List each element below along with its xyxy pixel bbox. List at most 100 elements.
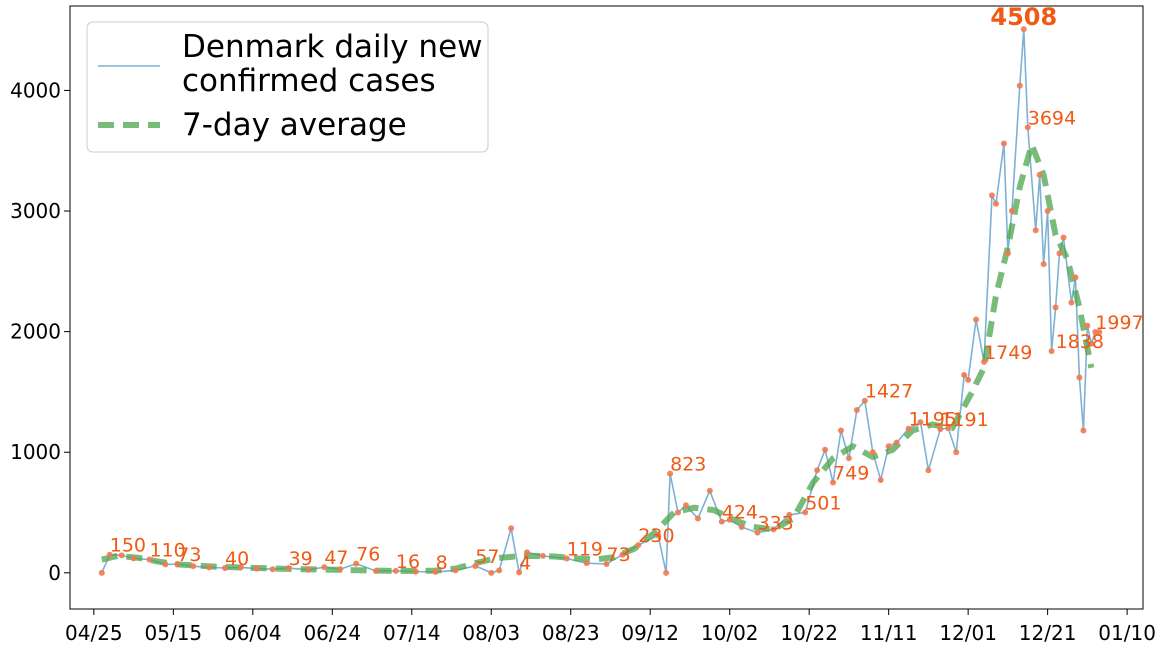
daily-data-point	[583, 560, 590, 567]
data-label: 3694	[1028, 107, 1076, 129]
data-label: 501	[805, 492, 841, 514]
data-label: 150	[110, 535, 146, 557]
data-label: 1997	[1095, 312, 1143, 334]
daily-data-point	[206, 564, 213, 571]
data-label: 47	[324, 547, 348, 569]
daily-data-point	[1000, 140, 1007, 147]
data-label: 57	[475, 546, 499, 568]
x-tick-label: 04/25	[65, 621, 123, 645]
daily-data-point	[412, 568, 419, 575]
daily-data-point	[718, 518, 725, 525]
data-label: 73	[177, 544, 201, 566]
x-tick-label: 06/04	[224, 621, 282, 645]
daily-data-point	[118, 552, 125, 559]
daily-data-point	[965, 376, 972, 383]
data-label: 1191	[940, 409, 988, 431]
daily-data-point	[877, 476, 884, 483]
daily-data-point	[992, 200, 999, 207]
data-label: 16	[396, 551, 420, 573]
data-label: 1749	[984, 342, 1032, 364]
y-tick-label: 4000	[10, 78, 61, 102]
daily-data-point	[146, 556, 153, 563]
daily-data-point	[738, 523, 745, 530]
x-tick-label: 07/14	[383, 621, 441, 645]
x-tick-label: 09/12	[621, 621, 679, 645]
daily-data-point	[563, 555, 570, 562]
daily-data-point	[885, 443, 892, 450]
daily-data-point	[321, 564, 328, 571]
y-tick-label: 1000	[10, 440, 61, 464]
daily-data-point	[221, 564, 228, 571]
daily-data-point	[1044, 208, 1051, 215]
daily-data-point	[1084, 322, 1091, 329]
x-tick-label: 10/02	[701, 621, 759, 645]
daily-data-point	[496, 567, 503, 574]
x-tick-label: 08/23	[542, 621, 600, 645]
daily-data-point	[953, 449, 960, 456]
x-tick-label: 12/01	[939, 621, 997, 645]
daily-data-point	[663, 569, 670, 576]
daily-data-point	[1020, 26, 1027, 33]
daily-data-point	[754, 529, 761, 536]
y-tick-label: 0	[48, 561, 61, 585]
daily-data-point	[822, 446, 829, 453]
daily-data-point	[1056, 250, 1063, 257]
y-tick-label: 2000	[10, 320, 61, 344]
daily-data-point	[253, 565, 260, 572]
data-label: 1427	[865, 381, 913, 403]
daily-data-point	[174, 561, 181, 568]
daily-data-point	[190, 563, 197, 570]
daily-data-point	[802, 509, 809, 516]
daily-data-point	[373, 568, 380, 575]
data-label: 823	[670, 454, 706, 476]
data-label: 76	[356, 544, 380, 566]
daily-data-point	[917, 419, 924, 426]
daily-data-point	[516, 569, 523, 576]
plot-area-frame	[69, 5, 1144, 610]
daily-data-point	[675, 509, 682, 516]
daily-data-point	[893, 439, 900, 446]
seven-day-average-line	[101, 141, 1095, 574]
daily-data-point	[861, 397, 868, 404]
daily-data-point	[830, 479, 837, 486]
daily-data-point	[837, 427, 844, 434]
daily-data-point	[524, 549, 531, 556]
daily-data-point	[814, 467, 821, 474]
daily-data-point	[635, 542, 642, 549]
daily-data-point	[1008, 208, 1015, 215]
daily-data-point	[432, 568, 439, 575]
daily-data-point	[237, 564, 244, 571]
daily-data-point	[905, 425, 912, 432]
x-tick-label: 08/03	[462, 621, 520, 645]
daily-data-point	[1088, 340, 1095, 347]
daily-data-point	[925, 467, 932, 474]
series-layer	[101, 29, 1100, 576]
x-tick-label: 06/24	[303, 621, 361, 645]
daily-data-point	[106, 551, 113, 558]
y-tick-label: 3000	[10, 199, 61, 223]
data-label: 1838	[1056, 331, 1104, 353]
x-tick-label: 01/10	[1098, 621, 1156, 645]
data-label: 40	[225, 548, 249, 570]
daily-data-point	[1068, 299, 1075, 306]
data-label: 749	[833, 462, 869, 484]
daily-data-point	[1024, 124, 1031, 131]
daily-data-point	[853, 407, 860, 414]
daily-data-point	[1052, 304, 1059, 311]
daily-data-point	[488, 569, 495, 576]
legend-box	[86, 21, 489, 153]
daily-data-point	[726, 516, 733, 523]
daily-data-point	[472, 562, 479, 569]
x-axis: 04/25 05/15 06/04 06/24 07/14 08/03 08/23 09/12…	[65, 609, 1156, 645]
daily-data-point	[337, 566, 344, 573]
daily-data-point	[945, 425, 952, 432]
daily-data-point	[285, 565, 292, 572]
daily-data-point	[706, 487, 713, 494]
daily-data-point	[452, 567, 459, 574]
daily-data-point	[353, 560, 360, 567]
daily-data-point	[130, 555, 137, 562]
data-label: 1195	[909, 409, 957, 431]
